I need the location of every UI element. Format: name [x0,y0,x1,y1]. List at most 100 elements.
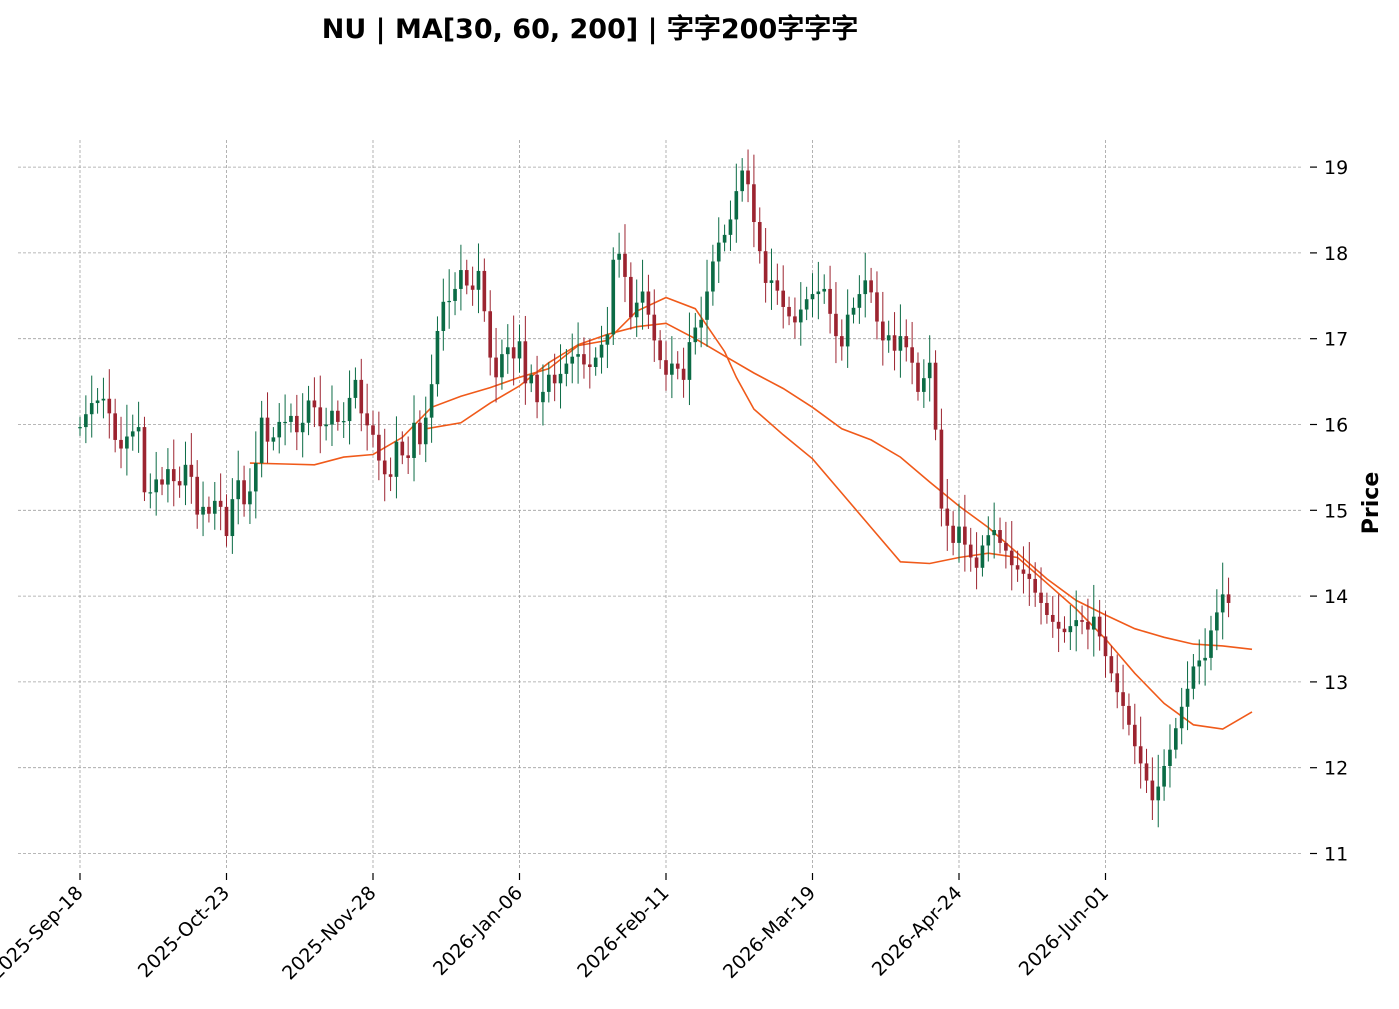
candle-body [1156,786,1161,801]
candle-body [1115,673,1120,693]
x-tick-label: 2026-Jan-06 [429,882,527,980]
candle-body [863,280,868,295]
candle-body [1127,705,1131,725]
candle-body [1209,630,1213,658]
candle-body [1021,569,1026,574]
candle-body [546,374,551,392]
candle-body [336,410,340,422]
candle-body [347,397,352,422]
chart-title: NU | MA[30, 60, 200] | 字字200字字字 [322,13,858,45]
y-tick-label: 16 [1324,415,1348,437]
candle-body [711,261,715,292]
candle-body [1039,592,1043,603]
candle-body [1091,616,1096,630]
candle-body [207,506,211,514]
candle-body [968,544,973,558]
candle-body [582,354,586,365]
candle-body [230,499,235,537]
candle-body [423,417,428,445]
candle-body [769,280,774,283]
candle-body [1226,594,1231,603]
candle-body [875,292,879,322]
candle-body [324,424,328,427]
candle-body [300,422,305,433]
candle-body [1027,573,1032,579]
candle-body [377,434,381,461]
candle-body [892,335,897,351]
candle-body [904,336,909,348]
candle-body [283,421,287,424]
candle-body [992,530,996,536]
candle-body [412,422,416,458]
candle-body [488,311,493,358]
candle-body [746,170,750,185]
candle-body [980,545,985,568]
candle-body [189,464,194,477]
candle-body [910,347,914,363]
y-tick-label: 19 [1324,157,1348,179]
candle-body [505,347,510,355]
candle-body [588,364,592,368]
gridlines [18,140,1302,870]
candle-body [341,421,346,423]
ma-line-60 [425,322,1253,651]
candle-body [1015,565,1020,570]
candle-body [529,374,534,384]
candle-body [822,288,827,292]
candle-body [670,363,674,375]
candle-body [271,437,276,442]
candle-body [441,301,446,331]
candle-body [289,415,293,422]
candle-body [1056,621,1061,629]
candle-body [148,492,153,494]
x-tick-label: 2026-Jun-01 [1015,882,1113,980]
candle-body [798,309,803,323]
x-tick-label: 2025-Nov-28 [278,882,380,984]
x-axis: 2025-Sep-18 2025-Oct-23 2025-Nov-28 2026-Ja… [0,873,1113,984]
y-tick-label: 18 [1324,243,1348,265]
candle-body [476,270,481,290]
candle-body [605,334,610,345]
candle-body [224,506,229,537]
ma-line-30 [249,296,1253,730]
candle-body [353,379,358,398]
candle-body [277,421,282,438]
candle-body [757,222,762,252]
candle-body [1203,657,1207,661]
candle-body [435,330,440,385]
y-tick-label: 13 [1324,672,1348,694]
candle-body [570,356,575,364]
candle-body [939,429,944,509]
candle-body [646,291,651,315]
candle-body [851,307,856,315]
candle-body [394,441,399,477]
candle-body [236,480,241,500]
candle-body [359,379,364,414]
candle-body [95,400,100,404]
candle-body [306,400,311,423]
candle-body [113,413,117,440]
candle-body [693,327,698,343]
candle-body [1121,692,1125,706]
candle-body [845,314,850,347]
candle-body [447,300,451,303]
candle-body [1062,628,1067,633]
candle-body [945,508,950,526]
candle-body [576,354,580,357]
candle-body [166,469,170,485]
candle-body [130,431,135,437]
candle-body [253,463,258,492]
candle-body [1168,749,1172,766]
candle-body [699,319,703,328]
candle-body [1174,728,1178,750]
candle-body [1197,660,1202,667]
candle-body [429,384,434,418]
x-tick-label: 2026-Feb-11 [573,882,673,982]
candle-body [89,403,94,415]
candle-body [828,288,832,314]
candle-body [775,280,780,291]
candle-body [406,455,410,458]
candle-body [728,219,733,235]
candle-body [1086,621,1090,630]
y-tick-label: 12 [1324,758,1348,780]
